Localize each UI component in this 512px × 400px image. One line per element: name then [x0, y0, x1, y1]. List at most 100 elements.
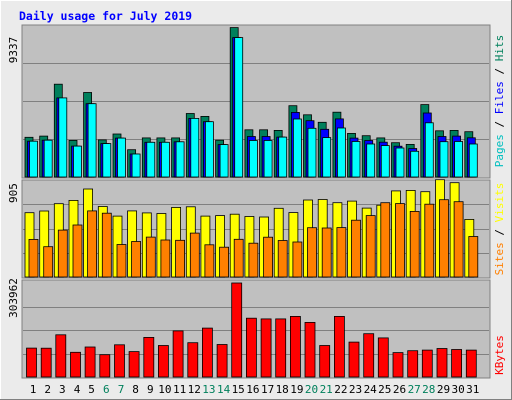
bar-kbytes-day-26 — [392, 352, 404, 378]
bar-pages-day-3 — [58, 97, 68, 178]
x-label-day-23: 23 — [349, 383, 362, 396]
legend-kbytes: KBytes — [493, 335, 506, 375]
legend-hits: Hits — [493, 35, 506, 62]
bar-kbytes-day-4 — [70, 351, 81, 378]
legend-visits: Visits — [493, 183, 506, 223]
legend-hits-files-pages: Pages / Files / Hits — [493, 35, 506, 168]
bar-kbytes-day-27 — [407, 350, 419, 378]
bar-pages-day-23 — [351, 141, 361, 178]
bar-sites-day-8 — [131, 241, 142, 278]
bar-kbytes-day-24 — [363, 333, 375, 378]
y-max-label-hits: 9337 — [7, 37, 20, 64]
bar-sites-day-27 — [409, 210, 420, 278]
bar-sites-day-31 — [468, 236, 479, 278]
bar-sites-day-22 — [336, 227, 347, 278]
bar-sites-day-24 — [365, 215, 376, 278]
bar-sites-day-12 — [189, 232, 200, 278]
bars-visits-sites — [23, 179, 489, 278]
x-label-day-6: 6 — [103, 383, 110, 396]
x-label-day-22: 22 — [334, 383, 347, 396]
bar-sites-day-1 — [28, 238, 39, 278]
bar-kbytes-day-10 — [157, 345, 169, 378]
bar-pages-day-19 — [292, 118, 302, 178]
x-label-day-11: 11 — [173, 383, 186, 396]
bars-kbytes — [23, 282, 489, 378]
bar-pages-day-14 — [219, 144, 229, 178]
bar-kbytes-day-21 — [319, 345, 331, 378]
bar-kbytes-day-18 — [275, 318, 287, 378]
bar-pages-day-15 — [234, 37, 244, 178]
bar-pages-day-25 — [380, 145, 390, 178]
x-label-day-18: 18 — [276, 383, 289, 396]
bar-kbytes-day-13 — [201, 327, 213, 378]
bar-sites-day-30 — [453, 201, 464, 278]
bar-pages-day-11 — [175, 141, 185, 178]
bar-sites-day-26 — [395, 203, 405, 278]
bar-pages-day-13 — [204, 121, 214, 178]
x-label-day-21: 21 — [320, 383, 333, 396]
bar-sites-day-6 — [101, 212, 112, 278]
bar-sites-day-14 — [219, 246, 230, 278]
y-max-label-visits: 905 — [7, 183, 20, 203]
x-label-day-4: 4 — [74, 383, 81, 396]
x-label-day-10: 10 — [158, 383, 171, 396]
bar-kbytes-day-19 — [289, 315, 301, 378]
bar-kbytes-day-11 — [172, 330, 184, 378]
bar-pages-day-18 — [278, 136, 288, 178]
x-label-day-24: 24 — [364, 383, 378, 396]
x-label-day-27: 27 — [408, 383, 421, 396]
bar-pages-day-1 — [29, 140, 38, 178]
bar-kbytes-day-25 — [377, 337, 389, 378]
x-label-day-14: 14 — [217, 383, 231, 396]
bar-kbytes-day-5 — [84, 346, 96, 378]
bar-kbytes-day-8 — [128, 351, 140, 378]
bar-kbytes-day-15 — [231, 282, 243, 378]
bar-sites-day-11 — [175, 239, 186, 278]
legend-files: Files — [493, 81, 506, 114]
legend-separator: / — [493, 114, 506, 134]
panel-visits-sites: 905 Sites / Visits — [7, 179, 506, 279]
x-label-day-2: 2 — [44, 383, 51, 396]
bar-pages-day-5 — [87, 103, 97, 178]
bar-sites-day-3 — [57, 229, 68, 278]
panel-kbytes: 303962 KBytes — [7, 278, 506, 379]
bar-pages-day-22 — [336, 127, 346, 178]
bar-pages-day-12 — [190, 118, 200, 178]
bar-sites-day-16 — [248, 242, 259, 278]
bar-kbytes-day-14 — [216, 344, 228, 378]
x-label-day-9: 9 — [147, 383, 154, 396]
bar-pages-day-28 — [424, 122, 434, 178]
legend-sites: Sites — [493, 242, 506, 275]
bar-sites-day-18 — [277, 240, 288, 278]
x-label-day-25: 25 — [378, 383, 391, 396]
bar-kbytes-day-6 — [99, 354, 111, 378]
bar-pages-day-6 — [102, 143, 112, 178]
bars-hits-files-pages — [23, 27, 489, 178]
bar-pages-day-8 — [131, 153, 141, 178]
bar-kbytes-day-23 — [348, 341, 360, 378]
bar-sites-day-17 — [263, 236, 274, 278]
x-label-day-5: 5 — [88, 383, 95, 396]
legend-separator: / — [493, 61, 506, 81]
bar-sites-day-15 — [233, 238, 244, 278]
x-label-day-26: 26 — [393, 383, 406, 396]
bar-kbytes-day-3 — [55, 334, 67, 378]
bar-kbytes-day-22 — [333, 315, 345, 378]
x-label-day-16: 16 — [246, 383, 259, 396]
bar-kbytes-day-17 — [260, 318, 272, 378]
bar-pages-day-21 — [322, 137, 332, 178]
panel-hits-files-pages: 9337 Pages / Files / Hits — [7, 24, 506, 179]
bar-sites-day-4 — [72, 224, 83, 278]
bar-pages-day-27 — [410, 150, 420, 178]
bar-sites-day-2 — [43, 246, 54, 278]
legend-visits-sites: Sites / Visits — [493, 183, 506, 276]
bar-pages-day-20 — [307, 127, 317, 178]
x-label-day-7: 7 — [118, 383, 125, 396]
bar-pages-day-9 — [146, 141, 156, 178]
bar-kbytes-day-7 — [114, 344, 125, 378]
bar-sites-day-7 — [116, 244, 127, 278]
x-axis-day-labels: 1 2 3 4 5 6 7 8 9 10 11 12 13 14 15 16 17 18 19 20 21 22 23 24 2… — [30, 383, 480, 396]
bar-pages-day-31 — [468, 143, 478, 178]
bar-kbytes-day-28 — [421, 349, 433, 378]
